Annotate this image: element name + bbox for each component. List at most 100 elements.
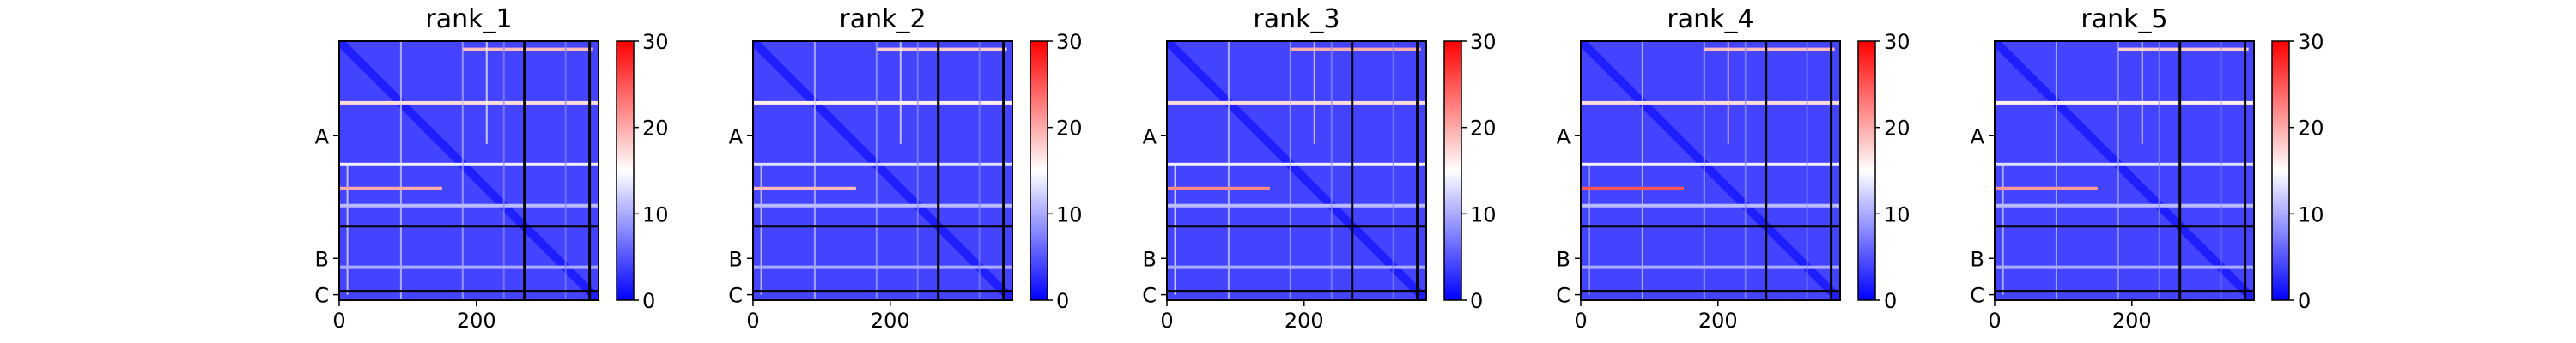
bright-col-4 bbox=[899, 41, 902, 144]
colorbar-tick-label: 10 bbox=[1056, 202, 1083, 226]
x-tick-label: 0 bbox=[1160, 309, 1173, 333]
colorbar bbox=[1443, 40, 1462, 301]
bright-col-2 bbox=[813, 41, 816, 300]
chain-label-C: C bbox=[1142, 284, 1157, 308]
bright-row-1 bbox=[462, 47, 593, 51]
bright-row-3 bbox=[1581, 162, 1840, 166]
colorbar-tick-label: 10 bbox=[1884, 202, 1911, 226]
chain-label-C: C bbox=[1970, 284, 1984, 308]
bright-col-3 bbox=[461, 41, 464, 300]
x-tick-label: 200 bbox=[457, 309, 496, 333]
bright-row-2 bbox=[753, 100, 1012, 105]
chain-label-A: A bbox=[1557, 124, 1571, 148]
bright-row-6 bbox=[1995, 265, 2254, 269]
colorbar-tick-label: 0 bbox=[1056, 289, 1069, 313]
bright-row-1 bbox=[1704, 47, 1835, 51]
bright-col-6 bbox=[2220, 41, 2222, 300]
colorbar-tick-label: 10 bbox=[1470, 202, 1497, 226]
colorbar-tick-label: 20 bbox=[642, 117, 669, 141]
bright-col-1 bbox=[2002, 164, 2004, 295]
chain-label-C: C bbox=[728, 284, 743, 308]
diagonal-band bbox=[753, 41, 1012, 300]
bright-col-4 bbox=[485, 41, 488, 144]
heatmap-body bbox=[339, 41, 598, 300]
colorbar bbox=[2271, 40, 2290, 301]
colorbar-tick-label: 30 bbox=[2298, 30, 2324, 54]
x-tick-label: 200 bbox=[1285, 309, 1324, 333]
x-tick-label: 0 bbox=[1574, 309, 1587, 333]
chain-label-B: B bbox=[1557, 247, 1571, 271]
bright-row-1 bbox=[1290, 47, 1421, 51]
bright-row-3 bbox=[339, 162, 598, 166]
bright-col-5 bbox=[916, 41, 919, 300]
chain-label-B: B bbox=[1143, 247, 1157, 271]
colorbar-tick-label: 10 bbox=[642, 202, 669, 226]
chain-label-C: C bbox=[1556, 284, 1571, 308]
colorbar-tick-label: 30 bbox=[1470, 30, 1497, 54]
bright-row-4 bbox=[1581, 186, 1684, 190]
diagonal-band bbox=[1995, 41, 2254, 300]
bright-row-4 bbox=[753, 186, 856, 190]
colorbar-tick-label: 0 bbox=[2298, 289, 2311, 313]
chain-label-A: A bbox=[315, 124, 330, 148]
colorbar bbox=[1857, 40, 1876, 301]
panel-title: rank_5 bbox=[2081, 4, 2167, 34]
bright-row-3 bbox=[753, 162, 1012, 166]
x-tick-label: 200 bbox=[2112, 309, 2152, 333]
heatmap-frame bbox=[752, 40, 1013, 301]
colorbar-tick-label: 30 bbox=[1884, 30, 1911, 54]
chain-label-B: B bbox=[1971, 247, 1984, 271]
bright-row-5 bbox=[339, 203, 598, 208]
panel-title: rank_1 bbox=[425, 4, 512, 34]
bright-col-3 bbox=[1703, 41, 1705, 300]
heatmap-body bbox=[753, 41, 1012, 300]
bright-col-5 bbox=[2158, 41, 2160, 300]
colorbar bbox=[1030, 40, 1048, 301]
diagonal-band bbox=[1581, 41, 1840, 300]
diagonal-band bbox=[339, 41, 598, 300]
bright-col-5 bbox=[502, 41, 505, 300]
bright-row-4 bbox=[1995, 186, 2098, 190]
colorbar-tick-label: 20 bbox=[1470, 117, 1497, 141]
colorbar-tick-label: 10 bbox=[2298, 202, 2324, 226]
colorbar-tick-label: 30 bbox=[642, 30, 669, 54]
bright-col-6 bbox=[1806, 41, 1808, 300]
bright-col-2 bbox=[399, 41, 402, 300]
x-tick-label: 200 bbox=[871, 309, 910, 333]
bright-col-6 bbox=[1392, 41, 1394, 300]
bright-row-6 bbox=[753, 265, 1012, 269]
colorbar-tick-label: 20 bbox=[1884, 117, 1911, 141]
bright-col-6 bbox=[978, 41, 981, 300]
heatmap-frame bbox=[1580, 40, 1841, 301]
bright-col-2 bbox=[1641, 41, 1643, 300]
heatmap-body bbox=[1167, 41, 1426, 300]
bright-row-2 bbox=[1167, 100, 1426, 105]
bright-row-6 bbox=[1167, 265, 1426, 269]
chain-label-A: A bbox=[1143, 124, 1157, 148]
bright-row-3 bbox=[1167, 162, 1426, 166]
bright-row-6 bbox=[1581, 265, 1840, 269]
colorbar-tick-label: 0 bbox=[642, 289, 655, 313]
heatmap-frame bbox=[1166, 40, 1427, 301]
bright-col-6 bbox=[564, 41, 567, 300]
colorbar bbox=[616, 40, 635, 301]
bright-row-4 bbox=[339, 186, 442, 190]
bright-row-3 bbox=[1995, 162, 2254, 166]
bright-row-5 bbox=[753, 203, 1012, 208]
bright-col-2 bbox=[2055, 41, 2057, 300]
colorbar-tick-label: 0 bbox=[1884, 289, 1897, 313]
bright-row-5 bbox=[1581, 203, 1840, 208]
x-tick-label: 0 bbox=[746, 309, 759, 333]
bright-col-5 bbox=[1330, 41, 1333, 300]
diagonal-band bbox=[1167, 41, 1426, 300]
bright-row-5 bbox=[1995, 203, 2254, 208]
bright-col-3 bbox=[875, 41, 878, 300]
heatmap-frame bbox=[338, 40, 599, 301]
x-tick-label: 200 bbox=[1698, 309, 1738, 333]
bright-col-3 bbox=[2117, 41, 2119, 300]
